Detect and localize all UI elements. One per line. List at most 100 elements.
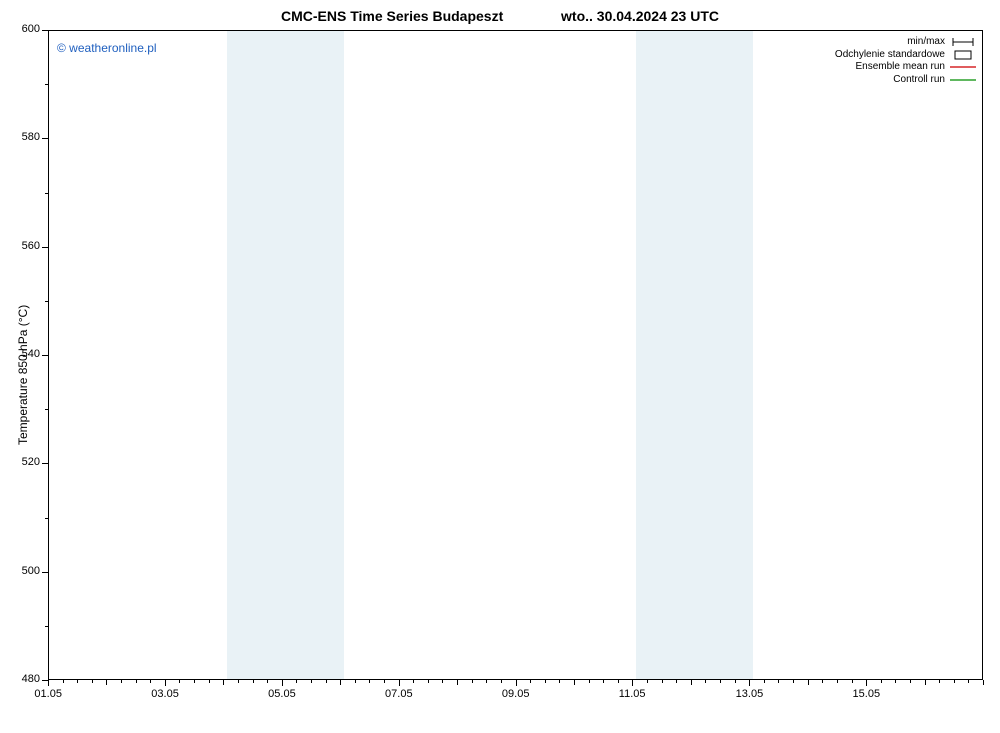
legend-swatch — [949, 62, 977, 72]
chart-container: { "title": { "model": "CMC-ENS Time Seri… — [0, 0, 1000, 733]
watermark: © weatheronline.pl — [57, 41, 157, 55]
x-tick-mark — [720, 680, 721, 683]
x-tick-mark — [691, 680, 692, 685]
title-model: CMC-ENS Time Series — [281, 8, 429, 24]
x-tick-mark — [822, 680, 823, 683]
x-tick-mark — [121, 680, 122, 683]
y-tick-label: 520 — [22, 456, 40, 468]
x-tick-label: 11.05 — [619, 688, 646, 700]
x-tick-mark — [355, 680, 356, 683]
x-tick-label: 01.05 — [34, 688, 62, 700]
y-tick-mark — [42, 138, 48, 139]
y-tick-mark — [45, 193, 48, 194]
y-tick-mark — [42, 355, 48, 356]
x-tick-mark — [63, 680, 64, 683]
x-tick-mark — [413, 680, 414, 683]
x-tick-label: 09.05 — [502, 688, 530, 700]
x-tick-mark — [516, 680, 517, 686]
y-tick-label: 500 — [22, 565, 40, 577]
x-tick-mark — [530, 680, 531, 683]
x-tick-label: 03.05 — [151, 688, 179, 700]
legend-label: Controll run — [893, 74, 949, 87]
x-tick-mark — [223, 680, 224, 685]
x-tick-mark — [749, 680, 750, 686]
y-tick-label: 480 — [22, 673, 40, 685]
x-tick-mark — [925, 680, 926, 685]
x-tick-mark — [136, 680, 137, 683]
x-tick-mark — [311, 680, 312, 683]
legend-swatch — [949, 75, 977, 85]
legend-label: Ensemble mean run — [856, 61, 950, 74]
x-tick-mark — [545, 680, 546, 683]
x-tick-mark — [472, 680, 473, 683]
x-tick-mark — [618, 680, 619, 683]
x-tick-mark — [457, 680, 458, 685]
x-tick-mark — [253, 680, 254, 683]
chart-title: CMC-ENS Time Series Budapeszt wto.. 30.0… — [0, 8, 1000, 24]
x-tick-mark — [559, 680, 560, 683]
x-tick-mark — [267, 680, 268, 683]
x-tick-mark — [881, 680, 882, 683]
x-tick-mark — [209, 680, 210, 683]
x-tick-mark — [589, 680, 590, 683]
x-tick-mark — [808, 680, 809, 685]
x-tick-mark — [603, 680, 604, 683]
x-tick-mark — [501, 680, 502, 683]
weekend-band — [636, 31, 753, 679]
x-tick-mark — [48, 680, 49, 686]
x-tick-mark — [399, 680, 400, 686]
x-tick-mark — [574, 680, 575, 685]
legend-swatch — [949, 50, 977, 60]
x-tick-mark — [895, 680, 896, 683]
title-datetime: wto.. 30.04.2024 23 UTC — [561, 8, 719, 24]
x-tick-mark — [705, 680, 706, 683]
legend-item: min/max — [835, 36, 977, 49]
y-tick-mark — [45, 84, 48, 85]
x-tick-mark — [92, 680, 93, 683]
legend-item: Ensemble mean run — [835, 61, 977, 74]
y-tick-mark — [45, 626, 48, 627]
x-tick-mark — [837, 680, 838, 683]
x-tick-mark — [486, 680, 487, 683]
x-tick-mark — [939, 680, 940, 683]
x-tick-mark — [662, 680, 663, 683]
x-tick-mark — [194, 680, 195, 683]
x-tick-label: 07.05 — [385, 688, 413, 700]
y-tick-mark — [42, 463, 48, 464]
legend-label: min/max — [907, 36, 949, 49]
y-tick-mark — [45, 409, 48, 410]
x-tick-mark — [866, 680, 867, 686]
x-tick-mark — [778, 680, 779, 683]
x-tick-mark — [647, 680, 648, 683]
x-tick-label: 05.05 — [268, 688, 296, 700]
x-tick-mark — [910, 680, 911, 683]
x-tick-mark — [384, 680, 385, 683]
x-tick-mark — [179, 680, 180, 683]
y-tick-label: 540 — [22, 348, 40, 360]
x-tick-mark — [632, 680, 633, 686]
x-tick-mark — [442, 680, 443, 683]
legend-swatch — [949, 37, 977, 47]
y-axis-label: Temperature 850 hPa (°C) — [16, 305, 30, 445]
x-tick-mark — [150, 680, 151, 683]
x-tick-mark — [369, 680, 370, 683]
x-tick-mark — [983, 680, 984, 685]
x-tick-mark — [793, 680, 794, 683]
weekend-band — [227, 31, 344, 679]
y-tick-mark — [42, 247, 48, 248]
x-tick-mark — [165, 680, 166, 686]
x-tick-mark — [326, 680, 327, 683]
legend: min/maxOdchylenie standardoweEnsemble me… — [835, 36, 977, 86]
x-tick-mark — [954, 680, 955, 683]
plot-area: © weatheronline.pl — [48, 30, 983, 680]
x-tick-mark — [968, 680, 969, 683]
x-tick-mark — [428, 680, 429, 683]
x-tick-mark — [106, 680, 107, 685]
x-tick-mark — [764, 680, 765, 683]
x-tick-label: 13.05 — [736, 688, 764, 700]
x-tick-mark — [676, 680, 677, 683]
title-location: Budapeszt — [432, 8, 503, 24]
legend-item: Odchylenie standardowe — [835, 49, 977, 62]
legend-item: Controll run — [835, 74, 977, 87]
y-tick-mark — [42, 30, 48, 31]
